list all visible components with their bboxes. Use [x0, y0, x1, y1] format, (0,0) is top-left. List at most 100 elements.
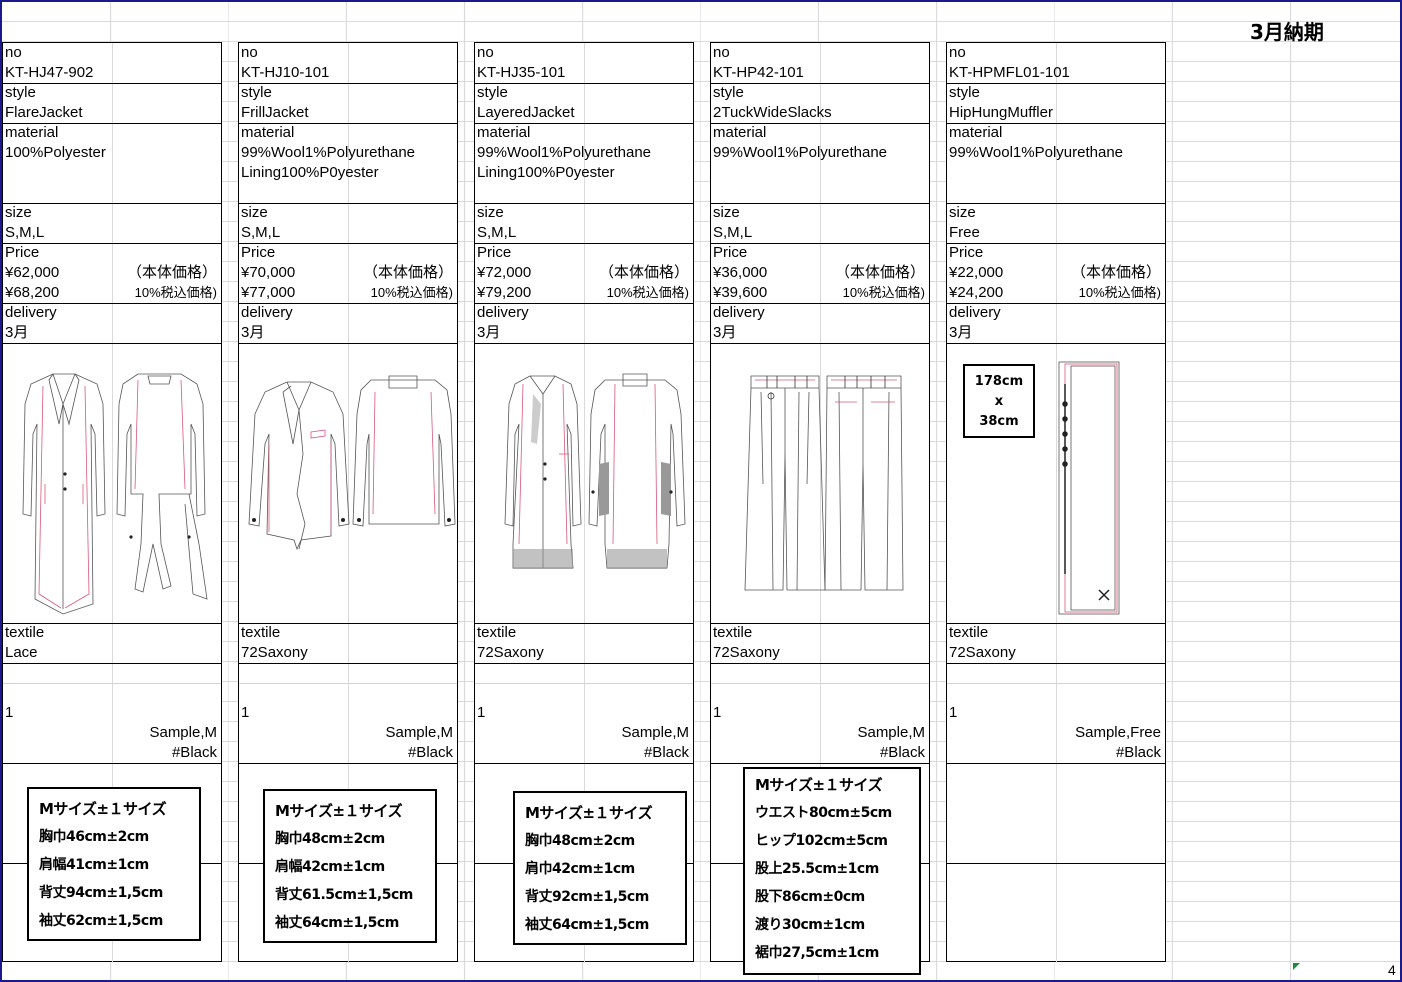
product-price-tax[interactable]: ¥77,000 [241, 284, 296, 301]
no-label: no [5, 44, 22, 61]
tax-incl-label: 10%税込価格) [134, 285, 217, 300]
product-style[interactable]: LayeredJacket [477, 104, 575, 121]
product-material[interactable]: 100%Polyester [5, 144, 106, 161]
product-material[interactable]: 99%Wool1%Polyurethane [713, 144, 888, 161]
wide-slacks-sketch [744, 375, 904, 591]
product-card-wide-slacks: no KT-HP42-101 style 2TuckWideSlacks mat… [710, 42, 930, 975]
product-qty[interactable]: 1 [241, 704, 250, 721]
product-style[interactable]: FlareJacket [5, 104, 83, 121]
product-qty[interactable]: 1 [5, 704, 14, 721]
spec-line: Mサイズ±１サイズ [39, 800, 167, 818]
product-sample[interactable]: Sample,M [857, 724, 925, 741]
product-color[interactable]: #Black [879, 744, 925, 761]
product-no[interactable]: KT-HJ10-101 [241, 64, 330, 81]
product-qty[interactable]: 1 [477, 704, 486, 721]
product-no[interactable]: KT-HJ35-101 [477, 64, 566, 81]
product-material[interactable]: 99%Wool1%Polyurethane [477, 144, 652, 161]
spec-line: 背丈61.5cm±1,5cm [275, 887, 413, 903]
textile-label: textile [241, 624, 281, 641]
product-price[interactable]: ¥36,000 [713, 264, 768, 281]
product-textile[interactable]: Lace [5, 644, 38, 661]
size-label: size [949, 204, 976, 221]
product-price[interactable]: ¥70,000 [241, 264, 296, 281]
product-delivery[interactable]: 3月 [477, 324, 501, 341]
product-no[interactable]: KT-HPMFL01-101 [949, 64, 1070, 81]
product-color[interactable]: #Black [407, 744, 453, 761]
tax-excl-label: （本体価格） [598, 264, 689, 281]
tax-incl-label: 10%税込価格) [606, 285, 689, 300]
product-color[interactable]: #Black [1115, 744, 1161, 761]
product-qty[interactable]: 1 [713, 704, 722, 721]
product-color[interactable]: #Black [643, 744, 689, 761]
price-label: Price [477, 244, 512, 261]
tax-excl-label: （本体価格） [126, 264, 217, 281]
product-card-flare-jacket: no KT-HJ47-902 style FlareJacket materia… [2, 42, 222, 963]
flare-jacket-sketch [22, 373, 208, 615]
product-qty[interactable]: 1 [949, 704, 958, 721]
spec-line: 胸巾46cm±2cm [39, 829, 149, 845]
product-size[interactable]: S,M,L [477, 224, 517, 241]
product-sample[interactable]: Sample,Free [1075, 724, 1161, 741]
style-label: style [949, 84, 980, 101]
product-style[interactable]: 2TuckWideSlacks [713, 104, 832, 121]
product-textile[interactable]: 72Saxony [949, 644, 1016, 661]
spec-line: ヒップ102cm±5cm [755, 833, 888, 849]
product-no[interactable]: KT-HJ47-902 [5, 64, 94, 81]
product-material[interactable]: 99%Wool1%Polyurethane [241, 144, 416, 161]
tax-excl-label: （本体価格） [362, 264, 453, 281]
material-label: material [241, 124, 295, 141]
product-material[interactable]: 99%Wool1%Polyurethane [949, 144, 1124, 161]
product-no[interactable]: KT-HP42-101 [713, 64, 804, 81]
product-price[interactable]: ¥62,000 [5, 264, 60, 281]
product-color[interactable]: #Black [171, 744, 217, 761]
price-label: Price [949, 244, 984, 261]
spec-line: Mサイズ±１サイズ [755, 776, 883, 794]
product-style[interactable]: FrillJacket [241, 104, 309, 121]
spec-line: 袖丈64cm±1,5cm [525, 917, 649, 933]
product-price-tax[interactable]: ¥39,600 [713, 284, 768, 301]
product-price[interactable]: ¥72,000 [477, 264, 532, 281]
product-delivery[interactable]: 3月 [949, 324, 973, 341]
no-label: no [241, 44, 258, 61]
spec-line: 胸巾48cm±2cm [275, 831, 385, 847]
product-delivery[interactable]: 3月 [713, 324, 737, 341]
product-size[interactable]: S,M,L [5, 224, 45, 241]
style-label: style [5, 84, 36, 101]
product-size[interactable]: S,M,L [241, 224, 281, 241]
spec-line: 袖丈64cm±1,5cm [275, 915, 399, 931]
style-label: style [477, 84, 508, 101]
product-price[interactable]: ¥22,000 [949, 264, 1004, 281]
material-label: material [713, 124, 767, 141]
product-price-tax[interactable]: ¥79,200 [477, 284, 532, 301]
product-material-lining[interactable] [711, 163, 929, 183]
product-textile[interactable]: 72Saxony [241, 644, 308, 661]
size-spec-box: Mサイズ±１サイズ 胸巾48cm±2cm 肩幅42cm±1cm 背丈61.5cm… [263, 789, 437, 943]
product-sample[interactable]: Sample,M [385, 724, 453, 741]
product-price-tax[interactable]: ¥24,200 [949, 284, 1004, 301]
spec-line: ウエスト80cm±5cm [755, 805, 892, 821]
product-material-lining[interactable] [3, 163, 221, 183]
product-price-tax[interactable]: ¥68,200 [5, 284, 60, 301]
product-material-lining[interactable]: Lining100%P0yester [477, 164, 615, 181]
dimension-x: x [994, 394, 1004, 409]
size-spec-box: Mサイズ±１サイズ 胸巾46cm±2cm 肩幅41cm±1cm 背丈94cm±1… [27, 787, 201, 941]
product-material-lining[interactable]: Lining100%P0yester [241, 164, 379, 181]
textile-label: textile [477, 624, 517, 641]
layered-jacket-sketch [504, 373, 686, 569]
product-delivery[interactable]: 3月 [241, 324, 265, 341]
delivery-label: delivery [713, 304, 765, 321]
frill-jacket-sketch [248, 375, 456, 551]
no-label: no [949, 44, 966, 61]
product-textile[interactable]: 72Saxony [477, 644, 544, 661]
product-sample[interactable]: Sample,M [621, 724, 689, 741]
product-delivery[interactable]: 3月 [5, 324, 29, 341]
product-size[interactable]: S,M,L [713, 224, 753, 241]
product-textile[interactable]: 72Saxony [713, 644, 780, 661]
product-material-lining[interactable] [947, 163, 1165, 183]
delivery-label: delivery [241, 304, 293, 321]
product-size[interactable]: Free [949, 224, 980, 241]
price-label: Price [713, 244, 748, 261]
product-style[interactable]: HipHungMuffler [949, 104, 1053, 121]
product-sample[interactable]: Sample,M [149, 724, 217, 741]
